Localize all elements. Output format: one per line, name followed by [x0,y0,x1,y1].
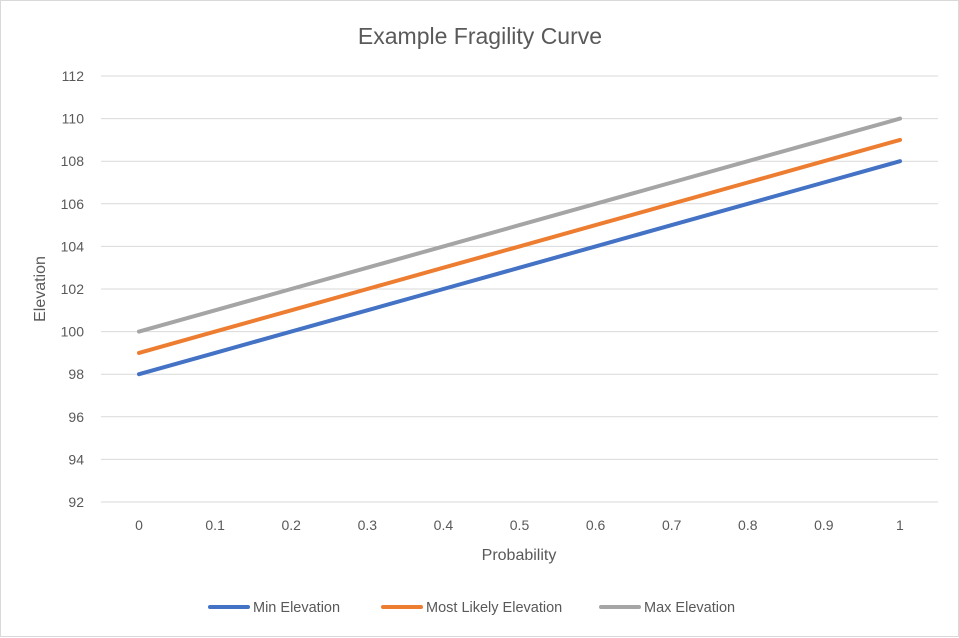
y-tick-label: 92 [68,494,84,510]
y-tick-label: 100 [61,324,85,340]
gridlines [101,75,938,503]
series-line-2 [137,137,902,355]
y-tick-label: 110 [62,111,85,127]
y-tick-label: 102 [61,281,85,297]
legend-label-1: Min Elevation [253,600,340,616]
x-tick-label: 1 [896,517,904,533]
x-axis-label: Probability [482,547,557,564]
x-tick-label: 0.8 [738,517,758,533]
legend-label-2: Most Likely Elevation [426,600,562,616]
x-tick-label: 0.2 [281,517,301,533]
x-tick-label: 0.1 [205,517,225,533]
x-tick-label: 0.5 [510,517,530,533]
x-axis-ticks: 0 0.1 0.2 0.3 0.4 0.5 0.6 0.7 0.8 0.9 1 [135,517,904,533]
legend-label-3: Max Elevation [644,600,735,616]
y-axis-label: Elevation [32,256,49,322]
chart-title: Example Fragility Curve [358,23,602,49]
y-tick-label: 96 [68,409,84,425]
x-tick-label: 0.4 [434,517,454,533]
x-tick-label: 0.3 [358,517,378,533]
y-tick-label: 108 [61,153,85,169]
x-tick-label: 0.9 [814,517,834,533]
y-axis-ticks: 92 94 96 98 100 102 104 106 108 110 112 [61,68,85,510]
x-tick-label: 0.6 [586,517,606,533]
y-tick-label: 112 [62,68,85,84]
y-tick-label: 94 [68,451,84,467]
x-tick-label: 0 [135,517,143,533]
x-tick-label: 0.7 [662,517,682,533]
series-line-3 [137,116,902,334]
series-lines [137,116,902,377]
y-tick-label: 106 [61,196,85,212]
y-tick-label: 98 [68,366,84,382]
y-tick-label: 104 [61,238,85,254]
series-line-1 [137,159,902,377]
legend: Min Elevation Most Likely Elevation Max El… [208,600,735,616]
